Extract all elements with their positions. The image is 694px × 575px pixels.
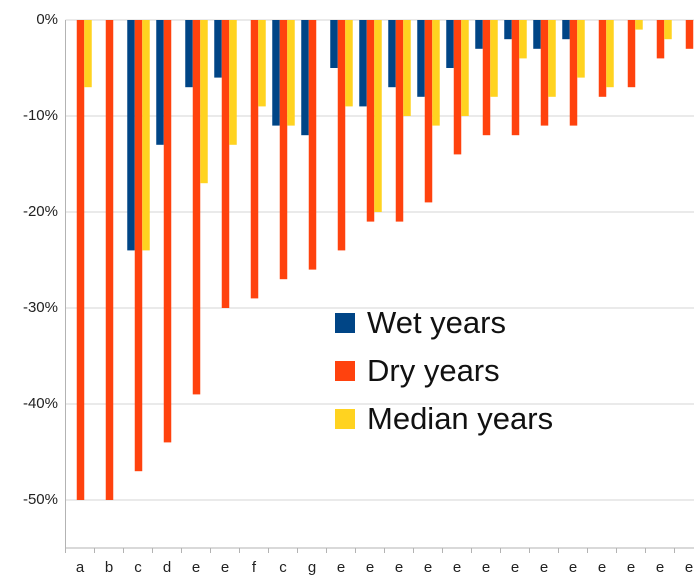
y-tick-label: -10% <box>23 107 58 124</box>
legend-label: Median years <box>367 401 553 436</box>
bar <box>163 20 172 443</box>
bar <box>185 20 193 88</box>
x-tick-label: f <box>252 559 257 575</box>
bar <box>308 20 317 270</box>
x-tick-label: e <box>337 559 345 575</box>
bar <box>685 20 694 49</box>
y-tick-label: -50% <box>23 491 58 508</box>
bar <box>453 20 462 155</box>
bar <box>577 20 585 78</box>
bar <box>287 20 295 126</box>
x-tick-label: e <box>685 559 693 575</box>
legend-swatch <box>335 409 355 429</box>
bar <box>432 20 440 126</box>
bar <box>200 20 208 184</box>
bar <box>395 20 404 222</box>
x-tick-label: d <box>163 559 171 575</box>
bar <box>664 20 672 40</box>
bar <box>533 20 541 49</box>
bar <box>424 20 433 203</box>
bar <box>84 20 92 88</box>
bar <box>134 20 143 472</box>
bar <box>366 20 375 222</box>
x-tick-label: e <box>511 559 519 575</box>
bar <box>403 20 411 116</box>
x-tick-label: e <box>424 559 432 575</box>
bar <box>446 20 454 68</box>
bar <box>127 20 135 251</box>
x-tick-label: c <box>134 559 142 575</box>
x-tick-label: b <box>105 559 113 575</box>
legend-label: Dry years <box>367 353 500 388</box>
bar <box>214 20 222 78</box>
bar <box>504 20 512 40</box>
x-tick-label: e <box>366 559 374 575</box>
bar <box>598 20 607 97</box>
x-tick-label: a <box>76 559 85 575</box>
bar <box>301 20 309 136</box>
bar <box>562 20 570 40</box>
y-tick-label: -20% <box>23 203 58 220</box>
x-tick-label: e <box>395 559 403 575</box>
x-tick-label: g <box>308 559 316 575</box>
x-tick-label: e <box>627 559 635 575</box>
legend-swatch <box>335 361 355 381</box>
bar <box>250 20 259 299</box>
bar <box>627 20 636 88</box>
bar <box>272 20 280 126</box>
bar <box>258 20 266 107</box>
x-tick-label: c <box>279 559 287 575</box>
bar <box>540 20 549 126</box>
x-tick-label: e <box>453 559 461 575</box>
bar <box>142 20 150 251</box>
bar <box>330 20 338 68</box>
bar <box>490 20 498 97</box>
x-tick-label: e <box>540 559 548 575</box>
bar <box>76 20 85 500</box>
bar <box>279 20 288 280</box>
x-tick-label: e <box>192 559 200 575</box>
legend-label: Wet years <box>367 305 506 340</box>
bar <box>606 20 614 88</box>
bar <box>345 20 353 107</box>
bar <box>519 20 527 59</box>
legend-swatch <box>335 313 355 333</box>
bar <box>156 20 164 145</box>
bar <box>374 20 382 212</box>
bar <box>221 20 230 308</box>
x-tick-label: e <box>656 559 664 575</box>
bar <box>229 20 237 145</box>
x-tick-label: e <box>569 559 577 575</box>
bar <box>192 20 201 395</box>
x-tick-label: e <box>598 559 606 575</box>
y-tick-label: -30% <box>23 299 58 316</box>
y-tick-label: -40% <box>23 395 58 412</box>
bar <box>461 20 469 116</box>
bar <box>656 20 665 59</box>
x-tick-label: e <box>482 559 490 575</box>
bar <box>511 20 520 136</box>
bar <box>105 20 114 500</box>
bar <box>417 20 425 97</box>
x-tick-label: e <box>221 559 229 575</box>
bar <box>475 20 483 49</box>
bar <box>337 20 346 251</box>
bar <box>569 20 578 126</box>
bar <box>548 20 556 97</box>
bar <box>359 20 367 107</box>
bar <box>388 20 396 88</box>
y-tick-label: 0% <box>36 11 58 28</box>
bar <box>635 20 643 30</box>
bar <box>482 20 491 136</box>
